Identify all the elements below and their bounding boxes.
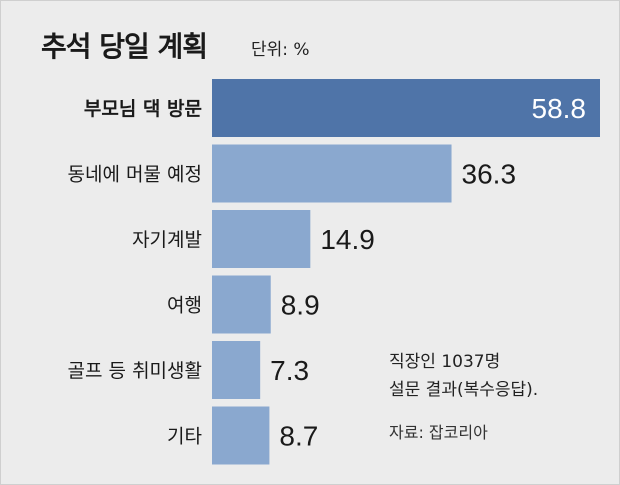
chart-title: 추석 당일 계획 xyxy=(41,30,208,63)
survey-note-line2: 설문 결과(복수응답). xyxy=(389,380,539,400)
bar-4 xyxy=(212,341,261,399)
bar-0 xyxy=(212,79,600,137)
bar-5 xyxy=(212,406,270,465)
value-label-3: 8.9 xyxy=(281,290,320,321)
value-label-5: 8.7 xyxy=(279,421,318,452)
value-label-0: 58.8 xyxy=(532,93,587,124)
bar-2 xyxy=(212,210,311,268)
value-label-1: 36.3 xyxy=(462,159,517,190)
bar-1 xyxy=(212,144,452,203)
category-label-3: 여행 xyxy=(167,295,202,317)
category-label-4: 골프 등 취미생활 xyxy=(68,360,202,382)
value-label-4: 7.3 xyxy=(270,355,309,386)
category-label-0: 부모님 댁 방문 xyxy=(84,98,202,120)
category-label-1: 동네에 머물 예정 xyxy=(68,164,202,186)
value-label-2: 14.9 xyxy=(320,224,375,255)
unit-label: 단위: % xyxy=(251,40,310,60)
category-label-5: 기타 xyxy=(167,426,202,448)
survey-note-line1: 직장인 1037명 xyxy=(389,352,501,372)
category-label-2: 자기계발 xyxy=(132,229,202,251)
source-note: 자료: 잡코리아 xyxy=(389,423,488,442)
bar-3 xyxy=(212,275,271,334)
